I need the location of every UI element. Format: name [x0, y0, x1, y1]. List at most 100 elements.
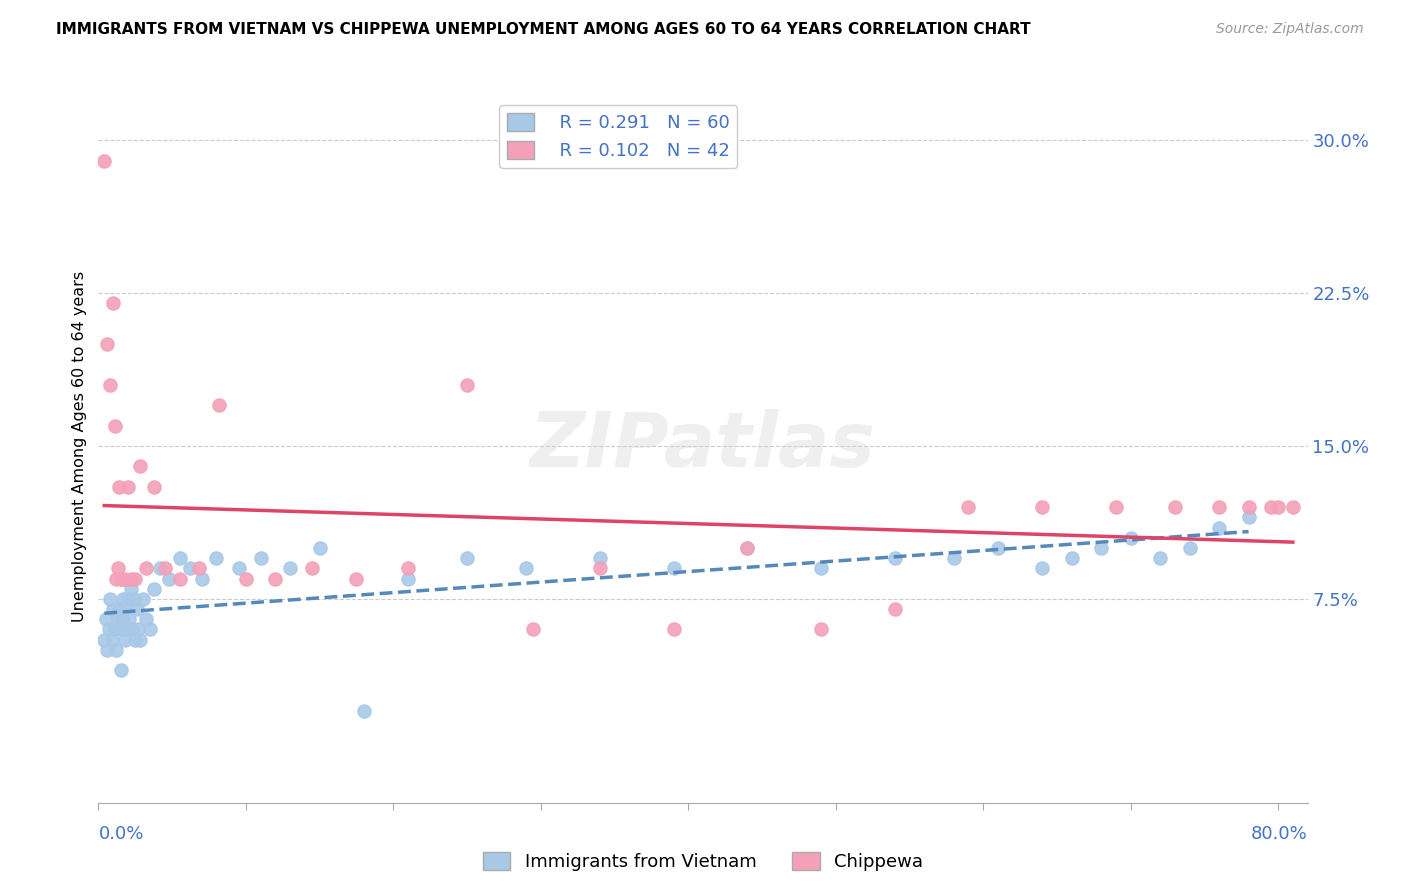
Point	[104, 418, 127, 433]
Point	[1267, 500, 1289, 515]
Point	[662, 623, 685, 637]
Point	[127, 623, 149, 637]
Point	[264, 572, 287, 586]
Point	[522, 623, 544, 637]
Point	[110, 572, 132, 586]
Point	[987, 541, 1010, 555]
Legend: Immigrants from Vietnam, Chippewa: Immigrants from Vietnam, Chippewa	[475, 845, 931, 879]
Text: ZIPatlas: ZIPatlas	[530, 409, 876, 483]
Point	[96, 337, 118, 351]
Point	[101, 602, 124, 616]
Point	[662, 561, 685, 575]
Point	[810, 561, 832, 575]
Point	[396, 572, 419, 586]
Point	[135, 561, 157, 575]
Point	[128, 632, 150, 647]
Point	[1149, 551, 1171, 566]
Point	[157, 572, 180, 586]
Point	[107, 612, 129, 626]
Point	[235, 572, 257, 586]
Point	[93, 153, 115, 168]
Point	[96, 643, 118, 657]
Point	[121, 623, 143, 637]
Point	[128, 459, 150, 474]
Point	[114, 572, 136, 586]
Point	[122, 591, 145, 606]
Text: IMMIGRANTS FROM VIETNAM VS CHIPPEWA UNEMPLOYMENT AMONG AGES 60 TO 64 YEARS CORRE: IMMIGRANTS FROM VIETNAM VS CHIPPEWA UNEM…	[56, 22, 1031, 37]
Point	[112, 591, 135, 606]
Point	[104, 623, 127, 637]
Text: 0.0%: 0.0%	[98, 825, 143, 843]
Point	[143, 480, 166, 494]
Point	[1208, 520, 1230, 534]
Legend:   R = 0.291   N = 60,   R = 0.102   N = 42: R = 0.291 N = 60, R = 0.102 N = 42	[499, 105, 737, 168]
Point	[124, 572, 146, 586]
Point	[105, 572, 128, 586]
Point	[169, 572, 191, 586]
Point	[135, 612, 157, 626]
Point	[1119, 531, 1142, 545]
Point	[110, 623, 132, 637]
Point	[1208, 500, 1230, 515]
Point	[108, 480, 131, 494]
Point	[589, 561, 612, 575]
Point	[98, 377, 121, 392]
Point	[169, 551, 191, 566]
Point	[125, 602, 148, 616]
Point	[249, 551, 271, 566]
Point	[115, 623, 138, 637]
Point	[114, 632, 136, 647]
Point	[107, 561, 129, 575]
Point	[117, 480, 139, 494]
Point	[117, 591, 139, 606]
Point	[101, 296, 124, 310]
Point	[111, 572, 134, 586]
Point	[456, 551, 478, 566]
Point	[153, 561, 176, 575]
Point	[735, 541, 758, 555]
Point	[118, 612, 141, 626]
Point	[139, 623, 162, 637]
Point	[124, 632, 146, 647]
Text: Source: ZipAtlas.com: Source: ZipAtlas.com	[1216, 22, 1364, 37]
Point	[1282, 500, 1305, 515]
Point	[1178, 541, 1201, 555]
Point	[120, 582, 142, 596]
Point	[1237, 500, 1260, 515]
Point	[143, 582, 166, 596]
Point	[1031, 500, 1053, 515]
Point	[131, 591, 153, 606]
Point	[957, 500, 980, 515]
Point	[208, 398, 231, 412]
Point	[1237, 510, 1260, 524]
Point	[346, 572, 368, 586]
Point	[942, 551, 965, 566]
Point	[1090, 541, 1112, 555]
Point	[187, 561, 209, 575]
Point	[515, 561, 537, 575]
Point	[278, 561, 301, 575]
Point	[883, 551, 905, 566]
Point	[883, 602, 905, 616]
Point	[111, 612, 134, 626]
Point	[456, 377, 478, 392]
Point	[110, 663, 132, 677]
Point	[810, 623, 832, 637]
Point	[100, 632, 122, 647]
Point	[190, 572, 212, 586]
Point	[1031, 561, 1053, 575]
Point	[308, 541, 330, 555]
Point	[1060, 551, 1083, 566]
Point	[735, 541, 758, 555]
Point	[1260, 500, 1282, 515]
Point	[97, 623, 120, 637]
Point	[301, 561, 323, 575]
Point	[120, 572, 142, 586]
Point	[98, 591, 121, 606]
Y-axis label: Unemployment Among Ages 60 to 64 years: Unemployment Among Ages 60 to 64 years	[72, 270, 87, 622]
Point	[1164, 500, 1187, 515]
Point	[114, 602, 136, 616]
Point	[105, 643, 128, 657]
Point	[1105, 500, 1128, 515]
Point	[93, 632, 115, 647]
